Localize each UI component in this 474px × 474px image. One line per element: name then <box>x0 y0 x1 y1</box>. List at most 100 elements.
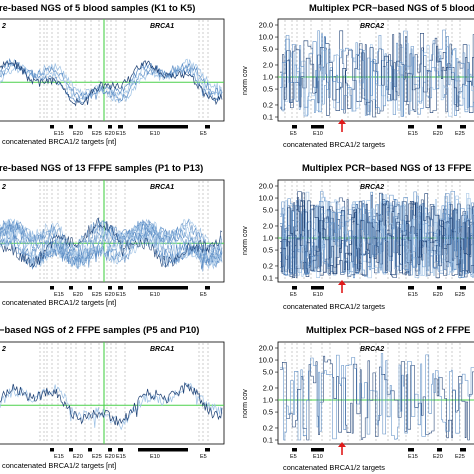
exon-label: E25 <box>92 292 102 298</box>
exon-label: E10 <box>150 292 160 298</box>
coverage-series-line <box>0 219 223 266</box>
plot-frame <box>0 341 225 445</box>
exon-block <box>311 125 324 129</box>
x-axis-label: concatenated BRCA1/2 targets <box>283 463 385 472</box>
coverage-series-line <box>0 218 223 272</box>
x-axis-label: concatenated BRCA1/2 targets <box>283 140 385 149</box>
coverage-series-line <box>280 353 474 441</box>
variant-arrow-head <box>338 442 346 447</box>
exon-block <box>205 448 210 452</box>
y-tick-label: 1.0 <box>263 396 273 405</box>
y-tick-label: 0.5 <box>263 246 273 255</box>
exon-label: E10 <box>150 454 160 460</box>
gene-label: BRCA1 <box>150 184 174 191</box>
coverage-series-line <box>280 355 474 441</box>
variant-arrow-head <box>338 280 346 285</box>
y-tick-label: 1.0 <box>263 234 273 243</box>
coverage-series-line <box>280 193 474 276</box>
exon-label: E25 <box>92 131 102 137</box>
exon-block <box>292 286 297 290</box>
coverage-series-line <box>0 60 223 107</box>
coverage-series-line <box>280 192 474 278</box>
exon-label: E15 <box>116 292 126 298</box>
exon-block <box>69 125 73 129</box>
chart-title: Multiplex PCR−based NGS of 2 FFPE <box>306 324 471 335</box>
exon-label: E15 <box>116 454 126 460</box>
y-tick-label: 0.2 <box>263 261 273 270</box>
exon-label: E15 <box>54 454 64 460</box>
chart-title: Multiplex PCR−based NGS of 13 FFPE <box>302 162 472 173</box>
exon-block <box>138 448 188 452</box>
coverage-series-line <box>0 58 223 104</box>
exon-block <box>437 286 442 290</box>
y-tick-label: 2.0 <box>263 221 273 230</box>
exon-block <box>292 448 297 452</box>
coverage-series-line <box>280 43 474 117</box>
chart-title: re-based NGS of 13 FFPE samples (P1 to P… <box>0 162 204 173</box>
exon-label: E5 <box>290 292 297 298</box>
exon-label: E15 <box>408 454 418 460</box>
exon-block <box>50 286 54 290</box>
exon-label: E20 <box>73 292 83 298</box>
y-tick-label: 20.0 <box>259 182 273 191</box>
exon-block <box>108 448 112 452</box>
y-tick-label: 0.5 <box>263 85 273 94</box>
coverage-series-line <box>0 218 223 265</box>
exon-block <box>118 448 123 452</box>
exon-block <box>69 286 73 290</box>
y-tick-label: 0.2 <box>263 423 273 432</box>
exon-label: E20 <box>433 131 443 137</box>
gene-label: BRCA2 <box>360 184 384 191</box>
y-tick-label: 5.0 <box>263 206 273 215</box>
exon-label: E5 <box>200 454 207 460</box>
gene-label: BRCA1 <box>150 23 174 30</box>
exon-block <box>437 125 442 129</box>
exon-label: E5 <box>200 292 207 298</box>
exon-block <box>118 125 123 129</box>
exon-block <box>88 286 92 290</box>
exon-block <box>88 125 92 129</box>
exon-label: E10 <box>313 292 323 298</box>
exon-block <box>460 448 466 452</box>
exon-block <box>408 286 414 290</box>
chart-title: −based NGS of 2 FFPE samples (P5 and P10… <box>0 324 200 335</box>
chart-title: re-based NGS of 5 blood samples (K1 to K… <box>0 2 196 13</box>
exon-block <box>460 286 466 290</box>
coverage-series-line <box>280 192 474 278</box>
y-tick-label: 0.1 <box>263 274 273 283</box>
y-tick-label: 10.0 <box>259 194 273 203</box>
y-axis-label: norm cov <box>242 389 249 418</box>
exon-label: E20 <box>433 454 443 460</box>
exon-label: E15 <box>116 131 126 137</box>
exon-label: E5 <box>200 131 207 137</box>
y-tick-label: 2.0 <box>263 60 273 69</box>
exon-block <box>50 125 54 129</box>
coverage-series-line <box>0 58 223 100</box>
exon-block <box>205 286 210 290</box>
exon-label: E15 <box>54 131 64 137</box>
exon-block <box>108 286 112 290</box>
exon-label: E25 <box>92 454 102 460</box>
exon-label: E10 <box>150 131 160 137</box>
x-axis-label: concatenated BRCA1/2 targets [nt] <box>2 461 117 470</box>
chart-title: Multiplex PCR−based NGS of 5 blood <box>309 2 474 13</box>
exon-label: E5 <box>290 454 297 460</box>
y-tick-label: 0.2 <box>263 100 273 109</box>
y-tick-label: 2.0 <box>263 383 273 392</box>
gene-label: BRCA1 <box>150 346 174 353</box>
y-tick-label: 5.0 <box>263 45 273 54</box>
exon-label: E20 <box>73 131 83 137</box>
y-tick-label: 10.0 <box>259 33 273 42</box>
exon-block <box>138 125 188 129</box>
x-axis-label: concatenated BRCA1/2 targets [nt] <box>2 137 117 146</box>
coverage-series-line <box>0 219 223 270</box>
coverage-series-line <box>280 29 474 117</box>
exon-label: E15 <box>408 131 418 137</box>
y-tick-label: 10.0 <box>259 356 273 365</box>
exon-label: E25 <box>455 131 465 137</box>
variant-arrow-head <box>338 119 346 124</box>
